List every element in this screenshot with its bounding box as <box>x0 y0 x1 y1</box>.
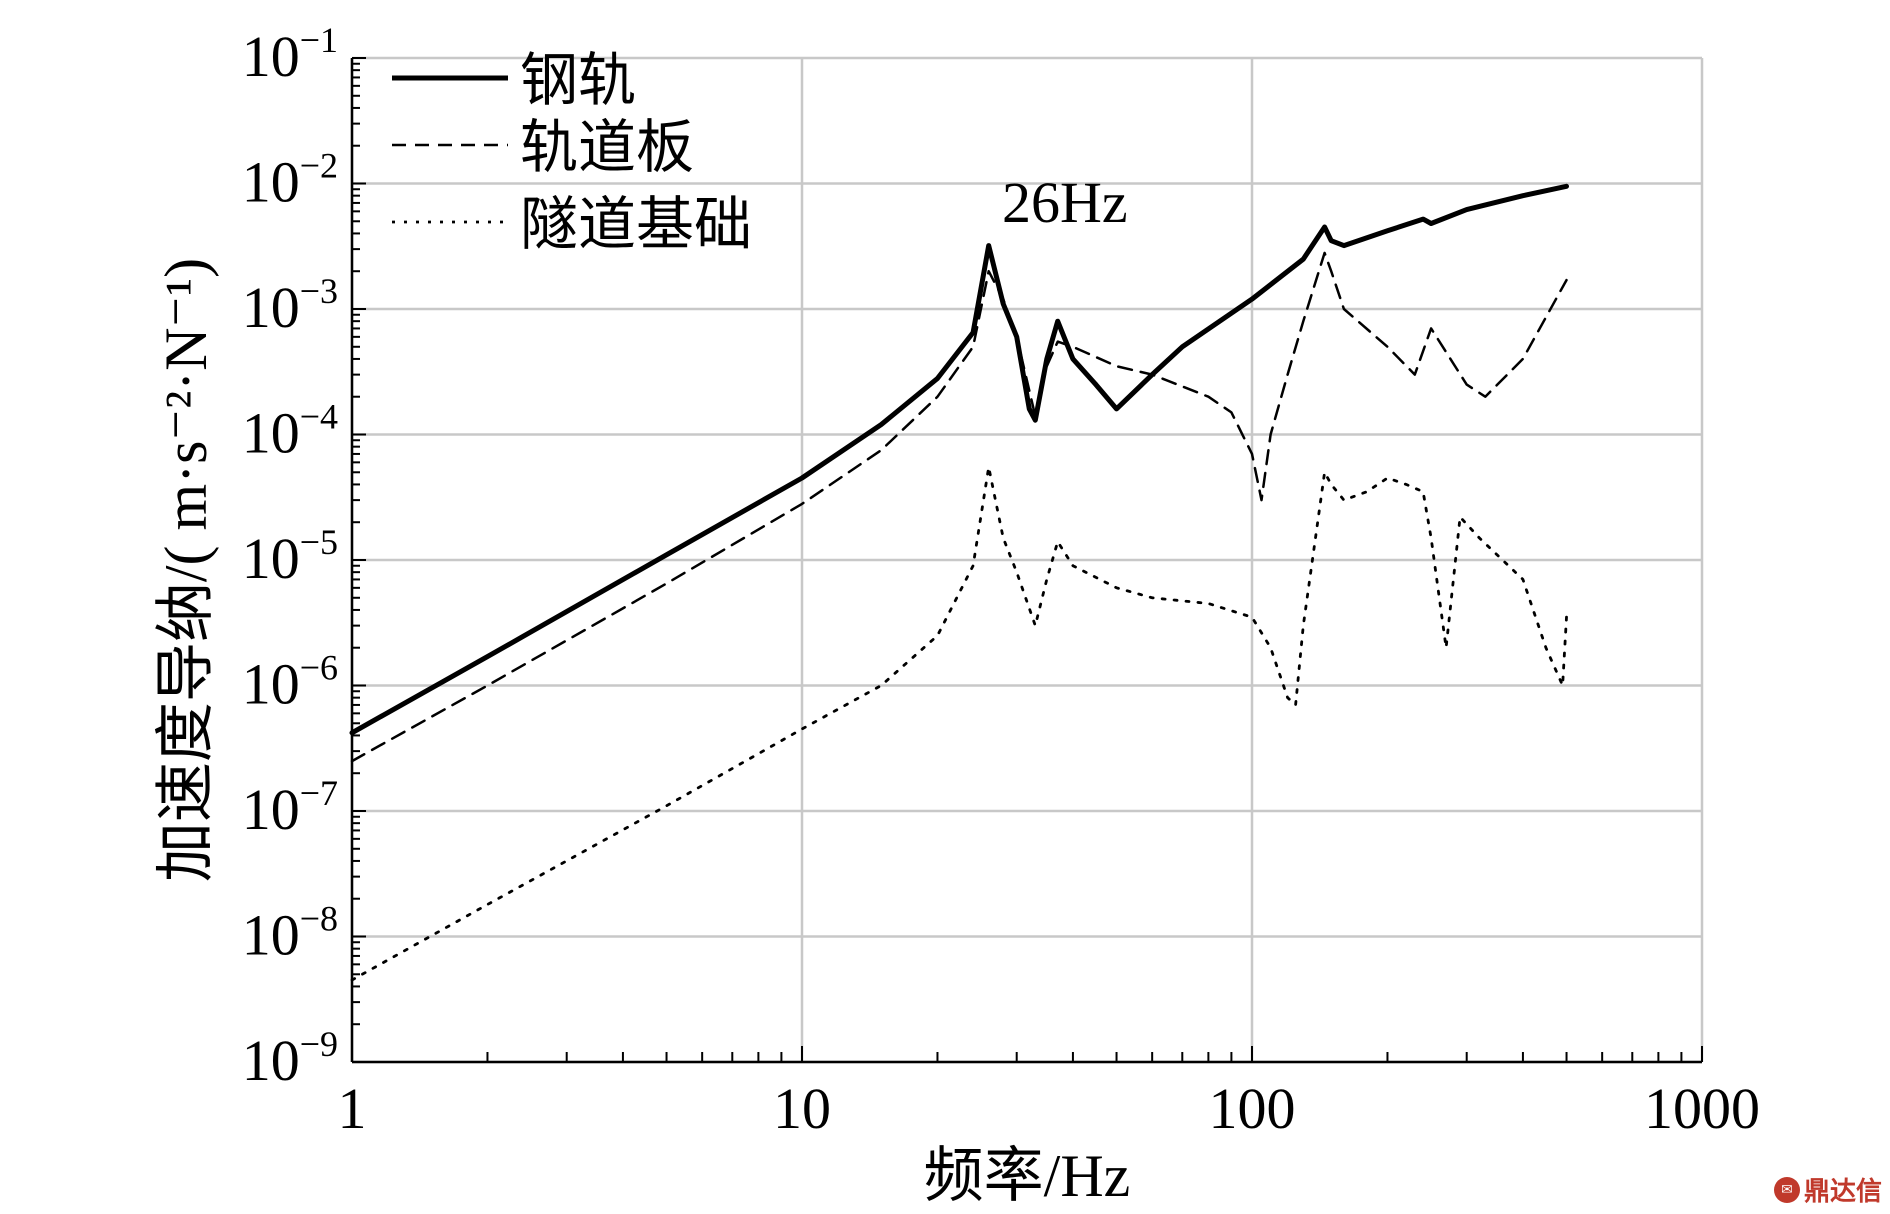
series-line-3 <box>350 465 1568 982</box>
x-tick-label: 100 <box>1209 1076 1296 1141</box>
x-tick-label: 1000 <box>1644 1076 1760 1141</box>
watermark-text: 鼎达信 <box>1803 1177 1882 1207</box>
y-tick-label: 10−9 <box>242 1024 338 1093</box>
watermark: ✉ 鼎达信 <box>1773 1171 1882 1208</box>
y-tick-label: 10−4 <box>242 397 338 466</box>
y-tick-label: 10−6 <box>242 648 338 717</box>
y-tick-label: 10−7 <box>242 773 338 842</box>
y-tick-label: 10−2 <box>242 146 338 215</box>
watermark-logo-icon: ✉ <box>1773 1176 1800 1203</box>
legend-label-2: 轨道板 <box>520 115 694 180</box>
annotation-26hz: 26Hz <box>1002 170 1128 235</box>
legend-label-1: 钢轨 <box>520 48 636 113</box>
y-axis-label: 加速度导纳/( m·s⁻²·N⁻¹) <box>153 258 219 882</box>
ticks: 10−9 10−8 10−7 10−6 10−5 10−4 10−3 10−2 10−1 1 10 1… <box>242 20 1760 1141</box>
y-tick-label: 10−3 <box>242 271 338 340</box>
series-line-1 <box>349 183 1569 736</box>
y-tick-label: 10−1 <box>242 20 338 89</box>
y-tick-label: 10−8 <box>242 899 338 968</box>
series-line-2 <box>350 251 1568 763</box>
series <box>349 183 1569 982</box>
y-tick-label: 10−5 <box>242 522 338 591</box>
x-axis-label: 频率/Hz <box>924 1143 1131 1209</box>
legend-label-3: 隧道基础 <box>520 192 752 257</box>
grid <box>350 56 1704 1064</box>
x-tick-label: 10 <box>773 1076 831 1141</box>
x-tick-label: 1 <box>338 1076 367 1141</box>
